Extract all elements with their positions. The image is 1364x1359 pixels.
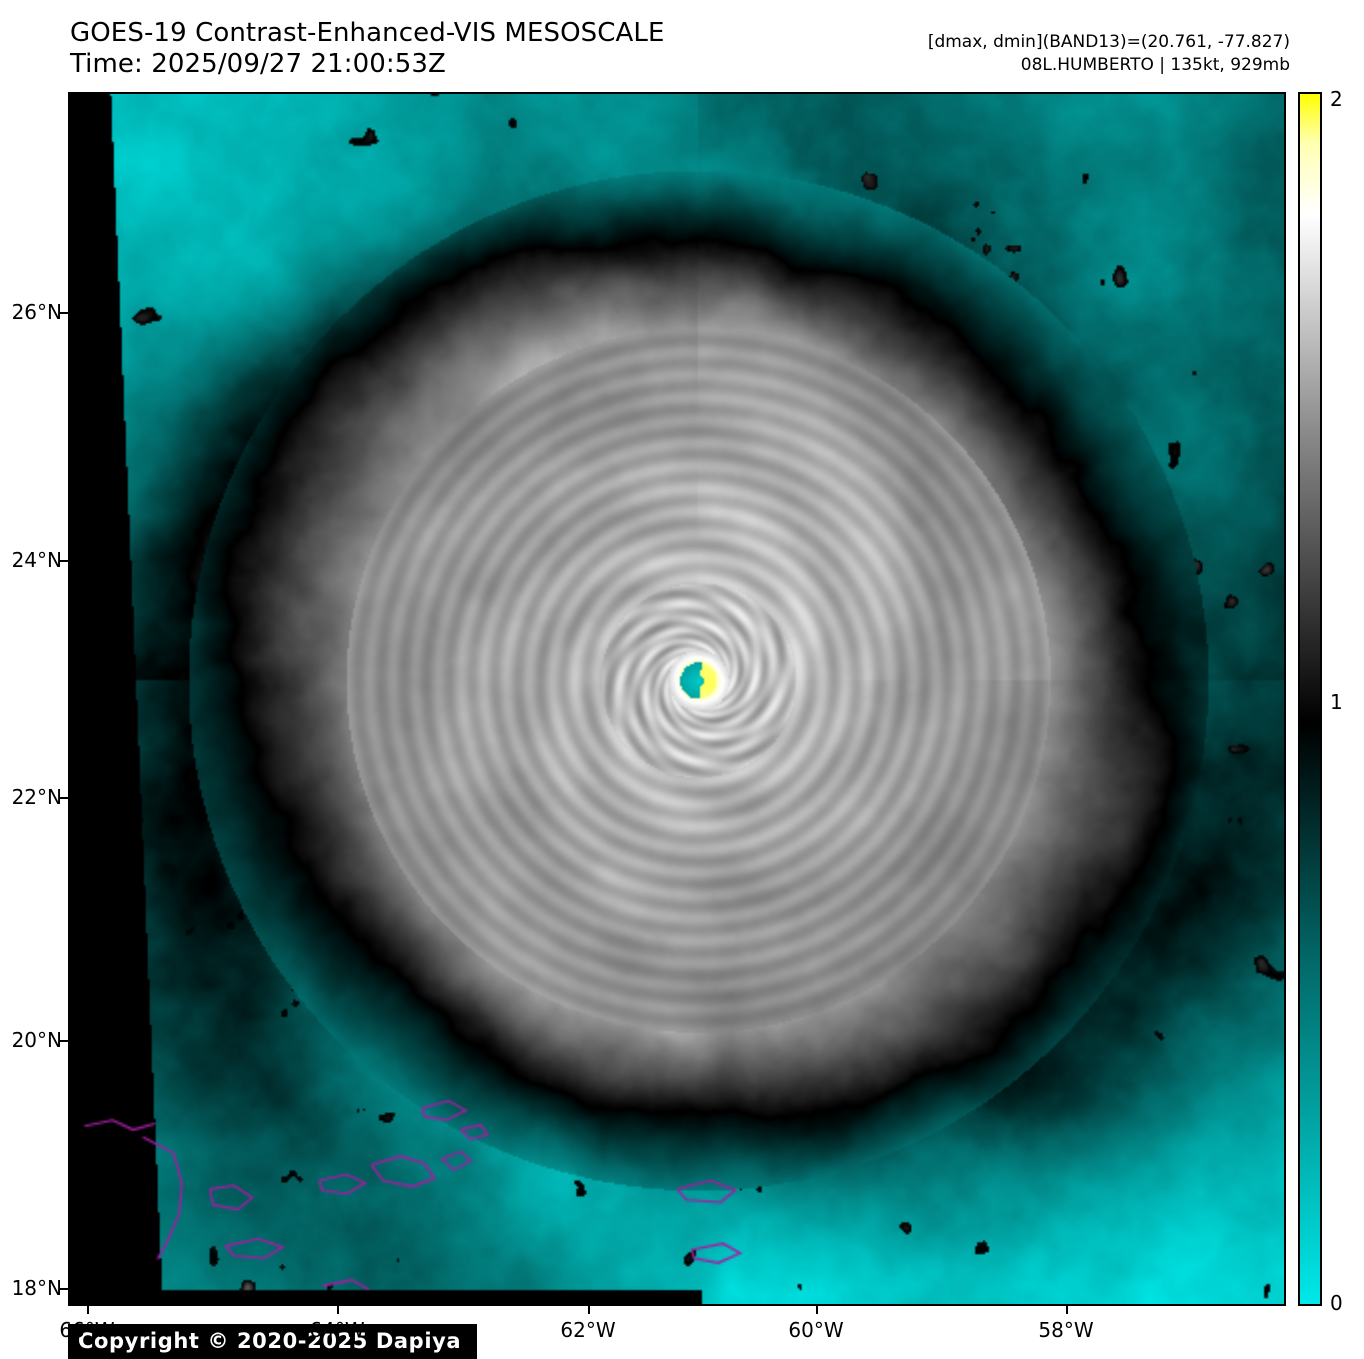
y-axis-tick-mark [60, 560, 68, 562]
y-axis-tick-mark [60, 797, 68, 799]
copyright-watermark: Copyright © 2020-2025 Dapiya [68, 1324, 478, 1359]
x-axis-tick-mark [87, 1306, 89, 1314]
header-right-block: [dmax, dmin](BAND13)=(20.761, -77.827) 0… [928, 31, 1290, 77]
timestamp-label: Time: 2025/09/27 21:00:53Z [70, 49, 446, 79]
storm-info-label: 08L.HUMBERTO | 135kt, 929mb [1020, 55, 1290, 75]
x-axis-tick-mark [588, 1306, 590, 1314]
y-axis-tick-label: 26°N [11, 300, 62, 324]
x-axis-tick-label: 58°W [1038, 1318, 1094, 1342]
y-axis-tick-label: 22°N [11, 785, 62, 809]
page-title: GOES-19 Contrast-Enhanced-VIS MESOSCALE [70, 18, 665, 48]
x-axis-tick-label: 64°W [309, 1318, 365, 1342]
header-left-block: GOES-19 Contrast-Enhanced-VIS MESOSCALE … [70, 18, 665, 80]
y-axis-tick-mark [60, 1040, 68, 1042]
y-axis-tick-mark [60, 312, 68, 314]
x-axis-tick-label: 62°W [560, 1318, 616, 1342]
x-axis-tick-label: 60°W [788, 1318, 844, 1342]
x-axis-tick-mark [337, 1306, 339, 1314]
y-axis-tick-label: 24°N [11, 548, 62, 572]
colorbar-tick-label: 1 [1330, 690, 1343, 714]
y-axis-tick-mark [60, 1288, 68, 1290]
x-axis-tick-mark [816, 1306, 818, 1314]
colorbar-tick-label: 0 [1330, 1291, 1343, 1315]
satellite-image-plot[interactable] [68, 92, 1286, 1306]
y-axis-tick-label: 20°N [11, 1028, 62, 1052]
colorbar-tick-label: 2 [1330, 87, 1343, 111]
x-axis-tick-mark [1066, 1306, 1068, 1314]
satellite-imagery-canvas [70, 94, 1284, 1304]
x-axis-tick-label: 66°W [59, 1318, 115, 1342]
colorbar[interactable] [1298, 92, 1322, 1306]
y-axis-tick-label: 18°N [11, 1276, 62, 1300]
dmax-dmin-label: [dmax, dmin](BAND13)=(20.761, -77.827) [927, 32, 1290, 52]
colorbar-gradient [1300, 94, 1320, 1304]
